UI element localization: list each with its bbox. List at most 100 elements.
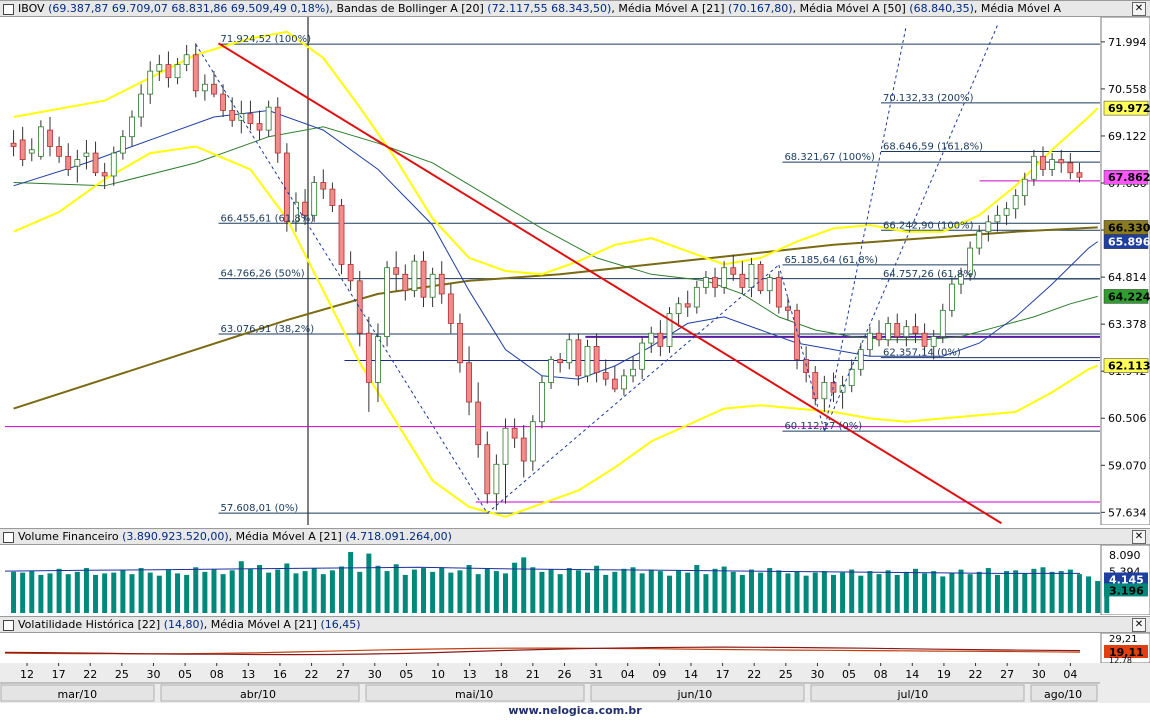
fib-level-label: 64.757,26 (61,8%) bbox=[883, 269, 977, 280]
volume-ma-line bbox=[4, 566, 1080, 574]
volatility-badge bbox=[1104, 645, 1148, 658]
volume-bar bbox=[293, 573, 299, 613]
fib-level-label: 66.455,61 (61,8%) bbox=[221, 213, 315, 224]
price-tick-label: 57.634 bbox=[1108, 506, 1147, 519]
candle-body bbox=[721, 267, 728, 288]
volume-bar bbox=[284, 563, 290, 613]
candle-body bbox=[320, 182, 327, 190]
candle-body bbox=[338, 205, 345, 265]
candle-body bbox=[47, 129, 53, 147]
ma200-line bbox=[13, 226, 1098, 410]
candle-body bbox=[539, 381, 545, 423]
candle-body bbox=[384, 267, 390, 337]
volume-bar bbox=[56, 568, 62, 613]
candle-body bbox=[639, 342, 646, 370]
volume-bar bbox=[849, 569, 855, 613]
ma200-name: Média Móvel A bbox=[980, 2, 1061, 15]
date-tick-label: 17 bbox=[716, 668, 730, 681]
volume-bar bbox=[20, 572, 26, 613]
ma21-name: Média Móvel A [21] bbox=[618, 2, 725, 15]
volume-bar bbox=[676, 570, 682, 613]
volume-bar bbox=[958, 569, 964, 613]
fib-level-label: 71.924,52 (100%) bbox=[221, 34, 312, 45]
date-tick-label: 08 bbox=[874, 668, 888, 681]
candle-body bbox=[848, 368, 855, 387]
volume-bar bbox=[557, 574, 563, 613]
candle-body bbox=[529, 421, 536, 462]
volatility-value: (14,80) bbox=[163, 618, 204, 631]
date-tick-label: 14 bbox=[905, 668, 919, 681]
main-panel-close-button[interactable]: ✕ bbox=[1132, 2, 1146, 16]
candle-body bbox=[857, 349, 864, 370]
candle-body bbox=[183, 54, 190, 65]
volume-panel-close-button[interactable]: ✕ bbox=[1132, 530, 1146, 544]
fib-level-label: 68.646,59 (161,8%) bbox=[883, 142, 983, 153]
volume-bar bbox=[721, 566, 727, 613]
volume-panel-menu-icon[interactable] bbox=[3, 532, 14, 543]
date-tick-label: 30 bbox=[368, 668, 382, 681]
volume-bar bbox=[120, 570, 126, 613]
candle-body bbox=[785, 306, 791, 311]
candle-body bbox=[411, 260, 418, 292]
volume-bar bbox=[302, 571, 308, 613]
volume-bar bbox=[503, 573, 509, 613]
candle-body bbox=[958, 273, 964, 285]
candle-body bbox=[812, 372, 819, 400]
candle-body bbox=[1049, 159, 1056, 170]
candles bbox=[10, 43, 1083, 511]
footer-url[interactable]: www.nelogica.com.br bbox=[508, 704, 642, 717]
candle-body bbox=[648, 332, 655, 344]
candle-body bbox=[201, 83, 208, 92]
candle-body bbox=[110, 152, 117, 177]
candle-body bbox=[712, 277, 718, 288]
volume-bar bbox=[393, 564, 399, 613]
date-tick-label: 30 bbox=[146, 668, 160, 681]
volume-bar bbox=[247, 568, 253, 613]
candle-body bbox=[921, 332, 928, 347]
fib-projection-line bbox=[778, 264, 825, 432]
volume-bar bbox=[1095, 581, 1101, 613]
volume-bar bbox=[93, 574, 99, 613]
volume-bar bbox=[694, 565, 700, 613]
candle-body bbox=[1021, 178, 1028, 197]
date-tick-label: 16 bbox=[273, 668, 287, 681]
volume-bar bbox=[1022, 573, 1028, 613]
date-tick-label: 09 bbox=[652, 668, 666, 681]
value-badge-label: 62.113 bbox=[1108, 360, 1150, 373]
volatility-panel-menu-icon[interactable] bbox=[3, 620, 14, 631]
date-tick-label: 25 bbox=[115, 668, 129, 681]
volume-bar bbox=[138, 568, 144, 613]
fib-labels: 71.924,52 (100%) 66.455,61 (61,8%) 64.766,… bbox=[221, 34, 984, 514]
candle-body bbox=[393, 267, 400, 275]
price-chart[interactable]: 71.924,52 (100%) 66.455,61 (61,8%) 64.766,… bbox=[0, 17, 1150, 525]
candle-body bbox=[56, 146, 63, 157]
panel-menu-icon[interactable] bbox=[3, 4, 14, 15]
candle-body bbox=[867, 332, 873, 351]
fib-projection-line bbox=[195, 43, 488, 514]
date-tick-label: 19 bbox=[937, 668, 951, 681]
month-cell bbox=[0, 684, 155, 702]
date-tick-label: 30 bbox=[810, 668, 824, 681]
volume-bar bbox=[493, 571, 499, 613]
candle-body bbox=[675, 303, 682, 314]
volatility-panel-close-button[interactable]: ✕ bbox=[1132, 618, 1146, 632]
date-tick-label: 21 bbox=[526, 668, 540, 681]
volume-bar bbox=[758, 572, 764, 613]
month-label: ago/10 bbox=[1044, 688, 1082, 701]
candle-body bbox=[138, 93, 144, 118]
volume-bar bbox=[803, 575, 809, 613]
candle-body bbox=[967, 247, 974, 275]
candle-body bbox=[484, 444, 491, 495]
volume-bar bbox=[165, 569, 171, 613]
ma50-value: (68.840,35) bbox=[909, 2, 974, 15]
volume-bar bbox=[739, 574, 745, 613]
month-cell bbox=[160, 684, 360, 702]
candle-body bbox=[356, 280, 363, 334]
candle-body bbox=[821, 381, 828, 400]
volume-bar bbox=[411, 569, 417, 613]
candle-body bbox=[939, 309, 946, 337]
candle-body bbox=[311, 182, 318, 216]
volume-bar bbox=[712, 568, 718, 613]
